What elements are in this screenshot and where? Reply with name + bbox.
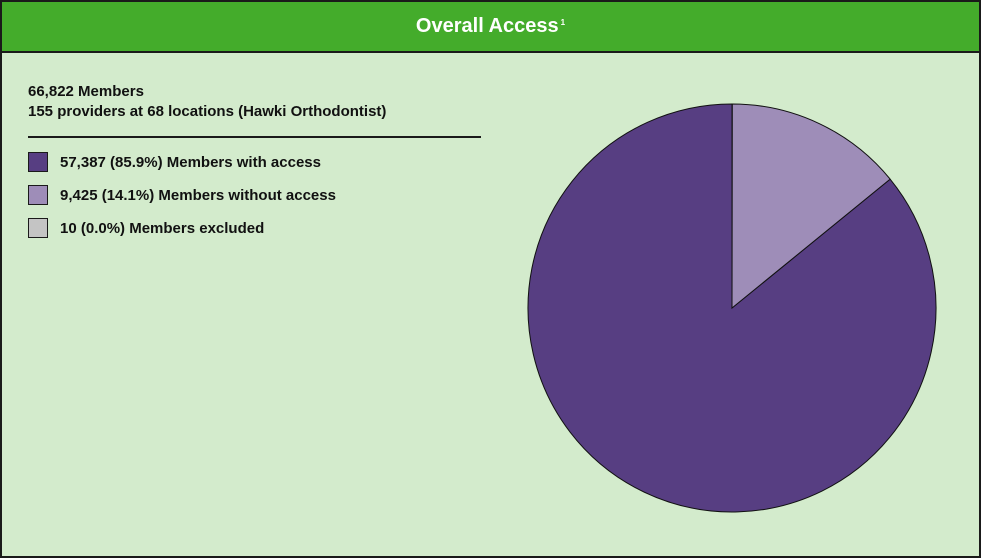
legend-label-excluded: 10 (0.0%) Members excluded	[60, 219, 265, 237]
provider-summary: 155 providers at 68 locations (Hawki Ort…	[28, 103, 387, 120]
legend-swatch-with-access	[28, 152, 48, 172]
summary: 66,822 Members 155 providers at 68 locat…	[28, 82, 386, 122]
chart-title: Overall Access	[415, 15, 559, 37]
legend-swatch-excluded	[28, 218, 48, 238]
legend-item-excluded: 10 (0.0%) Members excluded	[28, 216, 336, 240]
legend-swatch-without-access	[28, 185, 48, 205]
divider	[28, 136, 481, 138]
title-bar: Overall Access 1	[2, 2, 979, 53]
pie-chart-container	[522, 98, 942, 518]
member-count: 66,822 Members	[28, 83, 144, 100]
legend-item-with-access: 57,387 (85.9%) Members with access	[28, 150, 336, 174]
legend-label-without-access: 9,425 (14.1%) Members without access	[60, 186, 336, 204]
legend: 57,387 (85.9%) Members with access 9,425…	[28, 150, 336, 249]
title-footnote-marker: 1	[560, 18, 566, 27]
legend-item-without-access: 9,425 (14.1%) Members without access	[28, 183, 336, 207]
legend-label-with-access: 57,387 (85.9%) Members with access	[60, 153, 321, 171]
pie-chart	[527, 103, 937, 513]
pie-slice-without-access	[731, 103, 891, 310]
